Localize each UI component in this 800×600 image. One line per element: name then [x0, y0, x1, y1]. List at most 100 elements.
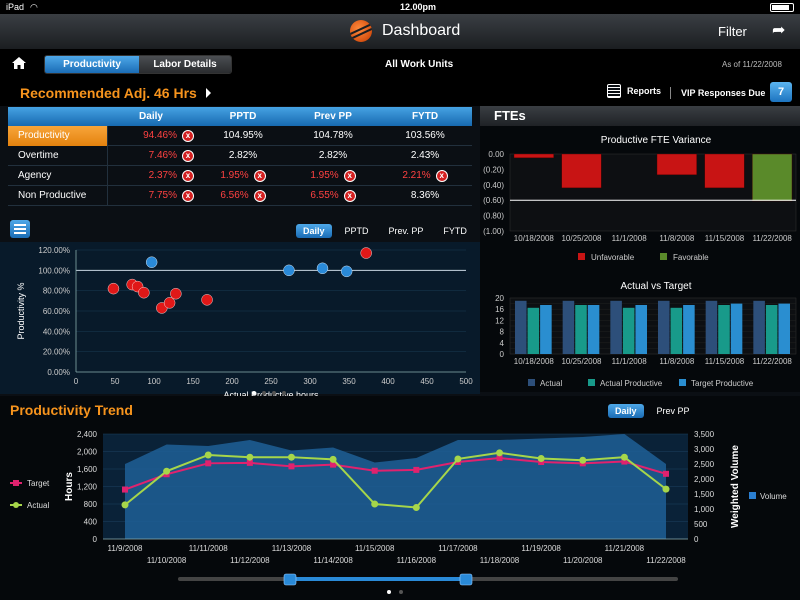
kpi-cell: 2.43% [378, 150, 472, 161]
data-point [316, 262, 329, 274]
alert-icon[interactable]: x [343, 189, 356, 202]
page-dot [387, 590, 391, 594]
kpi-row-label: Productivity [8, 125, 108, 146]
page-dot[interactable] [272, 391, 276, 395]
x-tick-label: 11/21/2008 [605, 544, 645, 553]
tab-daily[interactable]: Daily [296, 224, 332, 238]
share-icon[interactable]: ➦ [772, 22, 786, 39]
chart-title: Productive FTE Variance [601, 135, 712, 146]
data-point [579, 456, 587, 464]
legend-label: Target [27, 479, 50, 488]
x-axis-label: Actual Productive hours [223, 390, 319, 400]
target-bar [730, 303, 743, 354]
tab-prev-pp[interactable]: Prev. PP [388, 226, 424, 236]
x-tick-label: 11/22/2008 [646, 556, 686, 565]
alert-icon[interactable]: x [435, 169, 448, 182]
data-point [170, 288, 182, 300]
carrier: iPad ◠ [6, 2, 66, 13]
tab-labor-details[interactable]: Labor Details [139, 56, 231, 73]
kpi-cell: 2.21% x [378, 169, 472, 182]
kpi-row[interactable]: Non Productive 7.75% x 6.56% x 6.55% x 8.36% [8, 185, 472, 206]
kpi-value: 7.75% [148, 190, 177, 201]
alert-icon[interactable]: x [182, 129, 194, 142]
page-dot[interactable] [282, 391, 286, 395]
y2-tick-label: 2,500 [694, 460, 715, 469]
kpi-value: 104.78% [313, 130, 353, 141]
home-icon[interactable] [11, 56, 27, 70]
kpi-value: 2.37% [148, 170, 177, 181]
alert-icon[interactable]: x [182, 149, 194, 162]
y-tick-label: 800 [84, 500, 98, 509]
x-tick-label: 11/16/2008 [397, 556, 437, 565]
alert-icon[interactable]: x [253, 189, 266, 202]
data-point [246, 453, 254, 461]
y-tick-label: (0.60) [483, 196, 504, 205]
alert-icon[interactable]: x [253, 169, 266, 182]
data-point [371, 467, 378, 474]
data-point [340, 265, 353, 278]
y-tick-label: 16 [495, 305, 504, 314]
page-dot[interactable] [252, 391, 256, 395]
clock: 12.00pm [399, 2, 437, 12]
kpi-row[interactable]: Overtime 7.46% x 2.82% 2.82% 2.43% [8, 145, 472, 166]
y-tick-label: 4 [500, 339, 505, 348]
data-point [287, 453, 295, 461]
x-tick-label: 11/22/2008 [752, 357, 792, 366]
plot-background [0, 242, 480, 394]
kpi-value: 2.43% [410, 150, 440, 161]
x-tick-label: 200 [225, 377, 239, 386]
y-tick-label: 120.00% [38, 246, 70, 255]
x-tick-label: 11/9/2008 [108, 544, 144, 553]
data-point [496, 455, 503, 462]
page-dot[interactable] [262, 391, 266, 395]
series-line [124, 451, 667, 509]
tab-pptd[interactable]: PPTD [344, 226, 369, 236]
alert-icon[interactable]: x [343, 169, 356, 182]
y2-tick-label: 500 [694, 520, 708, 529]
app-logo-icon [350, 20, 372, 42]
x-tick-label: 11/18/2008 [480, 556, 520, 565]
y2-tick-label: 1,000 [694, 505, 715, 514]
kpi-value: 94.46% [143, 130, 177, 141]
y-tick-label: 0 [93, 535, 98, 544]
kpi-cell: 7.46% x [108, 149, 198, 162]
target-bar [778, 303, 790, 354]
x-tick-label: 10/25/2008 [561, 234, 602, 243]
x-tick-label: 250 [264, 377, 278, 386]
tab-prev-pp[interactable]: Prev PP [656, 406, 690, 416]
vip-count-badge[interactable]: 7 [770, 82, 792, 102]
ftes-panel: FTEs Productive FTE Variance 0.00 (0.20) (0… [480, 106, 800, 392]
alert-icon[interactable]: x [182, 189, 194, 202]
kpi-cell: 2.37% x [108, 169, 198, 182]
data-point [107, 282, 120, 295]
y-tick-label: (0.80) [483, 212, 504, 221]
kpi-value: 104.95% [223, 130, 263, 141]
page-dot [399, 590, 403, 594]
kpi-row[interactable]: Productivity 94.46% x 104.95% 104.78% 103.56% [8, 125, 472, 146]
data-point [663, 470, 669, 477]
tab-fytd[interactable]: FYTD [443, 226, 467, 236]
sub-toolbar: Productivity Labor Details All Work Unit… [0, 50, 800, 80]
kpi-row[interactable]: Agency 2.37% x 1.95% x 1.95% x 2.21% x [8, 165, 472, 186]
variance-bar [752, 153, 793, 202]
kpi-cell: 1.95% x [198, 169, 288, 182]
x-tick-label: 10/25/2008 [561, 357, 602, 366]
recommended-bar: Recommended Adj. 46 Hrs Reports VIP Resp… [0, 80, 800, 106]
target-bar [527, 307, 540, 354]
tab-productivity[interactable]: Productivity [45, 56, 139, 73]
list-icon[interactable] [10, 220, 30, 238]
y-tick-label: 1,600 [77, 465, 98, 474]
legend-swatch [13, 480, 19, 486]
kpi-cell: 104.78% [288, 130, 378, 141]
reports-button[interactable]: Reports [607, 84, 661, 98]
target-bar [658, 300, 670, 354]
fte-charts: Productive FTE Variance 0.00 (0.20) (0.40) (… [483, 135, 797, 388]
tab-daily[interactable]: Daily [608, 404, 644, 418]
filter-button[interactable]: Filter [718, 24, 747, 39]
x-tick-label: 500 [459, 377, 473, 386]
x-tick-label: 150 [186, 377, 200, 386]
alert-icon[interactable]: x [182, 169, 194, 182]
y-tick-label: 0.00 [488, 150, 504, 159]
chevron-right-icon[interactable] [206, 88, 211, 98]
target-bar [622, 307, 635, 354]
